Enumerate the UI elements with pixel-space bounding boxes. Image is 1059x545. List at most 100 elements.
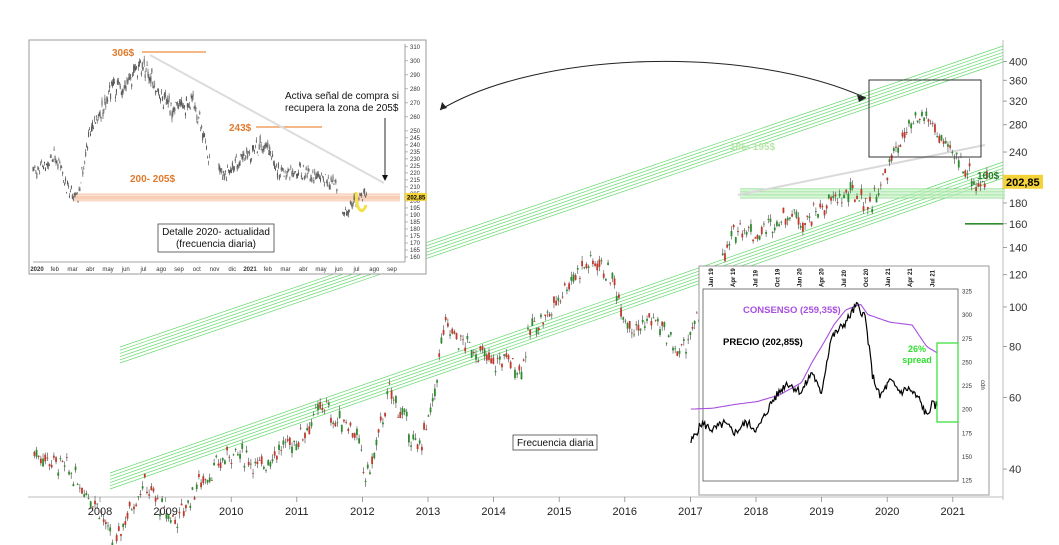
detail-candle-body <box>228 169 230 172</box>
candle-body <box>353 433 356 438</box>
candle-body <box>691 327 694 329</box>
y-tick-label: 280 <box>1009 120 1027 132</box>
candle-body <box>979 183 982 187</box>
detail-candle-body <box>153 86 155 89</box>
detail-candle-body <box>244 160 246 161</box>
support-label: 160$ <box>977 171 1000 182</box>
upper-channel-line <box>119 45 1004 348</box>
candle-body <box>204 479 207 481</box>
candle-body <box>327 402 330 406</box>
candle-body <box>423 423 425 430</box>
candle-body <box>215 455 218 457</box>
candle-body <box>440 337 443 344</box>
candle-body <box>373 452 376 459</box>
candle-body <box>821 206 824 208</box>
detail-candle-body <box>100 117 102 119</box>
candle-body <box>789 217 791 219</box>
candle-body <box>442 330 445 335</box>
x-tick-label: 2008 <box>88 506 112 518</box>
upper-channel <box>119 45 1004 364</box>
candle-body <box>397 416 399 418</box>
caption-box <box>512 434 598 451</box>
detail-candle-body <box>348 210 350 213</box>
candle-body <box>85 493 88 496</box>
lower-channel-line <box>109 161 1004 474</box>
detail-candle-body <box>352 202 354 204</box>
detail-candle-body <box>122 89 124 93</box>
candle-body <box>726 244 729 248</box>
candle-body <box>109 527 112 532</box>
detail-candle-body <box>84 162 86 163</box>
detail-candle-body <box>129 74 131 77</box>
detail-y-tick-label: 180 <box>410 227 421 233</box>
candle-body <box>384 412 386 417</box>
candle-body <box>905 132 908 133</box>
price-series <box>33 107 988 545</box>
detail-candle-body <box>240 153 242 157</box>
detail-candle-body <box>346 211 348 214</box>
consensus-y-tick-label: 250 <box>962 360 973 366</box>
candle-body <box>594 263 596 266</box>
y-tick-label: 60 <box>1009 392 1021 404</box>
detail-candle-body <box>113 81 115 83</box>
detail-candle-body <box>325 182 327 183</box>
detail-candle-body <box>257 154 259 156</box>
zone-185-195 <box>740 188 1005 199</box>
candle-body <box>267 460 270 466</box>
candle-body <box>364 480 367 483</box>
detail-candle-body <box>365 196 367 197</box>
candle-body <box>613 278 616 286</box>
detail-candle-body <box>102 112 104 117</box>
candle-body <box>321 407 324 411</box>
detail-candle-body <box>91 122 93 128</box>
candle-body <box>860 189 863 196</box>
candle-body <box>832 195 835 198</box>
detail-candle-body <box>48 165 50 166</box>
detail-candle-body <box>312 171 314 172</box>
candle-body <box>873 187 876 189</box>
candle-body <box>732 224 735 228</box>
detail-candle-body <box>135 67 137 71</box>
candle-body <box>202 476 205 483</box>
x-tick-label: 2014 <box>481 506 505 518</box>
candle-body <box>366 464 369 469</box>
y-tick-label: 240 <box>1009 147 1027 159</box>
candle-body <box>656 318 659 322</box>
candle-body <box>879 184 882 186</box>
detail-candle-body <box>316 172 318 178</box>
detail-candle-body <box>331 180 333 182</box>
candle-body <box>91 506 94 508</box>
candle-body <box>853 199 856 202</box>
detail-title: Detalle 2020- actualidad(frecuencia diar… <box>162 227 270 250</box>
detail-trend-line <box>149 54 385 184</box>
zoom-arrow <box>439 60 867 111</box>
detail-candle-body <box>65 178 67 182</box>
lower-channel-line <box>109 164 1004 477</box>
detail-candle-body <box>106 98 108 102</box>
candle-body <box>405 411 408 417</box>
candle-body <box>410 445 412 447</box>
detail-candle-body <box>147 71 149 77</box>
detail-x-tick-label: oct <box>193 267 201 273</box>
detail-candle-body <box>320 177 322 182</box>
candle-body <box>208 477 211 482</box>
candle-body <box>938 135 941 143</box>
detail-candle-body <box>145 68 147 70</box>
candle-body <box>334 422 337 427</box>
candle-body <box>135 504 138 507</box>
candle-body <box>271 459 274 462</box>
candle-body <box>167 515 170 520</box>
detail-candle-body <box>313 179 315 183</box>
candle-body <box>633 334 635 336</box>
candle-body <box>689 332 692 336</box>
detail-candle-body <box>236 165 238 170</box>
consensus-y-tick-label: 175 <box>962 431 973 437</box>
candle-body <box>747 226 750 228</box>
candle-body <box>169 520 172 523</box>
detail-y-tick-label: 280 <box>410 87 421 93</box>
candle-body <box>498 356 501 360</box>
candle-body <box>165 513 168 519</box>
consensus-x-tick-label: Apr 20 <box>820 268 826 287</box>
detail-candle-body <box>353 195 355 201</box>
candle-body <box>172 515 174 517</box>
